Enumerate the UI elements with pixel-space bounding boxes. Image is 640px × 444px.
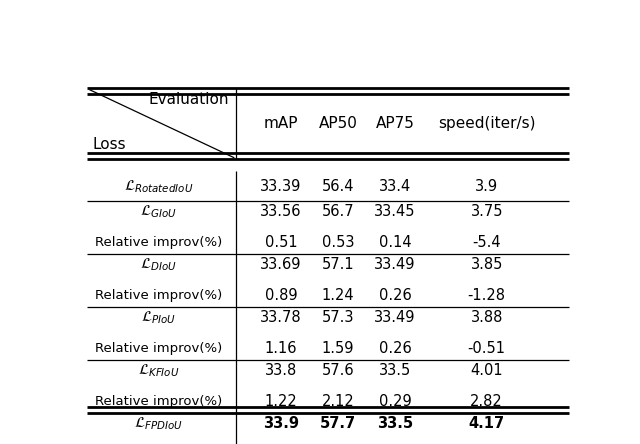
- Text: 56.7: 56.7: [322, 204, 354, 219]
- Text: 2.12: 2.12: [321, 394, 355, 409]
- Text: 57.3: 57.3: [322, 310, 354, 325]
- Text: 0.26: 0.26: [379, 341, 412, 356]
- Text: Relative improv(%): Relative improv(%): [95, 236, 222, 249]
- Text: -1.28: -1.28: [468, 288, 506, 303]
- Text: 33.8: 33.8: [265, 363, 297, 378]
- Text: $\mathcal{L}_{PIoU}$: $\mathcal{L}_{PIoU}$: [141, 309, 176, 326]
- Text: 33.5: 33.5: [379, 363, 411, 378]
- Text: $\mathcal{L}_{KFIoU}$: $\mathcal{L}_{KFIoU}$: [138, 362, 179, 379]
- Text: 2.82: 2.82: [470, 394, 503, 409]
- Text: 57.7: 57.7: [320, 416, 356, 431]
- Text: Evaluation: Evaluation: [148, 92, 229, 107]
- Text: Loss: Loss: [92, 137, 126, 152]
- Text: 0.89: 0.89: [264, 288, 297, 303]
- Text: 1.22: 1.22: [264, 394, 297, 409]
- Text: Relative improv(%): Relative improv(%): [95, 395, 222, 408]
- Text: 3.88: 3.88: [470, 310, 503, 325]
- Text: 3.85: 3.85: [470, 258, 503, 272]
- Text: 4.01: 4.01: [470, 363, 503, 378]
- Text: 33.39: 33.39: [260, 179, 301, 194]
- Text: AP75: AP75: [376, 116, 414, 131]
- Text: 33.56: 33.56: [260, 204, 301, 219]
- Text: 0.29: 0.29: [379, 394, 412, 409]
- Text: 0.14: 0.14: [379, 235, 412, 250]
- Text: $\mathcal{L}_{GIoU}$: $\mathcal{L}_{GIoU}$: [140, 203, 177, 220]
- Text: 0.51: 0.51: [264, 235, 297, 250]
- Text: 0.26: 0.26: [379, 288, 412, 303]
- Text: -5.4: -5.4: [472, 235, 501, 250]
- Text: 1.24: 1.24: [322, 288, 354, 303]
- Text: speed(iter/s): speed(iter/s): [438, 116, 536, 131]
- Text: $\mathcal{L}_{RotatedIoU}$: $\mathcal{L}_{RotatedIoU}$: [124, 178, 193, 194]
- Text: 33.45: 33.45: [374, 204, 416, 219]
- Text: $\mathcal{L}_{DIoU}$: $\mathcal{L}_{DIoU}$: [140, 257, 177, 273]
- Text: 33.69: 33.69: [260, 258, 301, 272]
- Text: 33.4: 33.4: [379, 179, 411, 194]
- Text: 0.53: 0.53: [322, 235, 354, 250]
- Text: mAP: mAP: [264, 116, 298, 131]
- Text: Relative improv(%): Relative improv(%): [95, 289, 222, 302]
- Text: 33.5: 33.5: [377, 416, 413, 431]
- Text: 56.4: 56.4: [322, 179, 354, 194]
- Text: 4.17: 4.17: [468, 416, 505, 431]
- Text: 1.59: 1.59: [322, 341, 354, 356]
- Text: 57.1: 57.1: [322, 258, 354, 272]
- Text: 1.16: 1.16: [264, 341, 297, 356]
- Text: 33.49: 33.49: [374, 258, 416, 272]
- Text: AP50: AP50: [319, 116, 357, 131]
- Text: $\mathcal{L}_{FPDIoU}$: $\mathcal{L}_{FPDIoU}$: [134, 416, 183, 432]
- Text: 3.9: 3.9: [475, 179, 499, 194]
- Text: Relative improv(%): Relative improv(%): [95, 342, 222, 355]
- Text: 33.49: 33.49: [374, 310, 416, 325]
- Text: 57.6: 57.6: [322, 363, 354, 378]
- Text: 3.75: 3.75: [470, 204, 503, 219]
- Text: 33.78: 33.78: [260, 310, 301, 325]
- Text: 33.9: 33.9: [263, 416, 299, 431]
- Text: -0.51: -0.51: [468, 341, 506, 356]
